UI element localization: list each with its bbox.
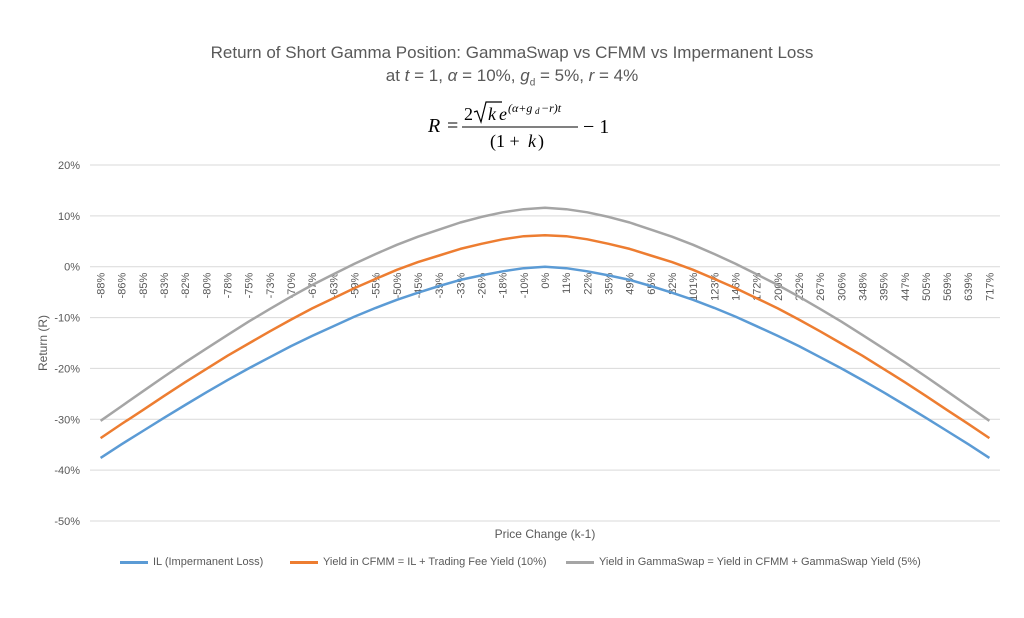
x-tick-label: -78% xyxy=(223,273,235,299)
x-tick-label: 146% xyxy=(730,273,742,301)
x-tick-label: -26% xyxy=(477,273,489,299)
y-tick-label: -40% xyxy=(54,465,80,477)
x-tick-label: -85% xyxy=(138,273,150,299)
x-tick-label: 11% xyxy=(561,272,573,293)
y-tick-label: -30% xyxy=(54,414,80,426)
x-tick-label: -10% xyxy=(519,273,531,299)
legend-item-gammaswap: Yield in GammaSwap = Yield in CFMM + Gam… xyxy=(566,556,921,568)
x-tick-label: -33% xyxy=(455,273,467,299)
chart-subtitle: at t = 1, α = 10%, gd = 5%, r = 4% xyxy=(385,66,639,89)
x-tick-label: -59% xyxy=(350,273,362,299)
x-tick-label: 639% xyxy=(963,273,975,301)
svg-text:− 1: − 1 xyxy=(583,116,609,138)
x-tick-label: -75% xyxy=(244,273,256,299)
svg-text:=: = xyxy=(447,115,458,137)
y-tick-label: -50% xyxy=(54,516,80,528)
svg-text:(1 +: (1 + xyxy=(490,131,520,152)
x-tick-label: -86% xyxy=(117,273,129,299)
x-tick-label: 447% xyxy=(900,273,912,301)
legend-item-cfmm: Yield in CFMM = IL + Trading Fee Yield (… xyxy=(290,556,547,568)
x-tick-label: 232% xyxy=(794,273,806,301)
svg-text:−r)t: −r)t xyxy=(541,101,562,115)
series-line-2 xyxy=(99,206,991,422)
x-tick-label: 65% xyxy=(646,273,658,295)
svg-text:k: k xyxy=(528,131,537,151)
x-tick-label: 101% xyxy=(688,273,700,301)
x-tick-label: -83% xyxy=(159,273,171,299)
series-line-0 xyxy=(99,265,991,459)
x-tick-label: 35% xyxy=(603,273,615,295)
x-tick-label: 82% xyxy=(667,273,679,295)
chart-legend: IL (Impermanent Loss) Yield in CFMM = IL… xyxy=(0,556,1024,576)
x-tick-label: 22% xyxy=(582,273,594,295)
x-tick-label: -63% xyxy=(328,273,340,299)
y-tick-label: -10% xyxy=(54,313,80,325)
x-tick-label: 505% xyxy=(921,273,933,301)
y-tick-label: -20% xyxy=(54,363,80,375)
x-tick-label: 717% xyxy=(984,273,996,301)
svg-text:e: e xyxy=(499,104,507,124)
return-formula: R = 2 k e (α+g d −r)t (1 + k ) − 1 xyxy=(427,101,609,152)
svg-text:(α+g: (α+g xyxy=(508,101,532,115)
x-tick-label: -18% xyxy=(498,273,510,299)
svg-text:k: k xyxy=(488,104,497,124)
x-tick-label: -70% xyxy=(286,273,298,299)
y-tick-label: 10% xyxy=(58,211,80,223)
x-tick-label: 306% xyxy=(836,273,848,301)
x-tick-label: 0% xyxy=(540,273,552,289)
legend-swatch-cfmm xyxy=(290,560,318,564)
legend-label-cfmm: Yield in CFMM = IL + Trading Fee Yield (… xyxy=(323,556,547,568)
x-tick-label: -88% xyxy=(96,273,108,299)
x-tick-label: -80% xyxy=(201,273,213,299)
legend-swatch-il xyxy=(120,560,148,564)
series-line-1 xyxy=(99,233,991,440)
svg-text:d: d xyxy=(535,106,540,116)
y-tick-label: 20% xyxy=(58,160,80,172)
legend-label-il: IL (Impermanent Loss) xyxy=(153,556,264,568)
x-axis-title: Price Change (k-1) xyxy=(495,527,596,541)
svg-text:2: 2 xyxy=(464,104,473,124)
legend-swatch-gammaswap xyxy=(566,560,594,564)
y-axis-title: Return (R) xyxy=(36,315,50,371)
x-tick-label: -50% xyxy=(392,273,404,299)
legend-item-il: IL (Impermanent Loss) xyxy=(120,556,263,568)
x-tick-label: 267% xyxy=(815,273,827,301)
x-tick-label: 49% xyxy=(625,273,637,295)
x-tick-label: 172% xyxy=(752,273,764,301)
legend-label-gammaswap: Yield in GammaSwap = Yield in CFMM + Gam… xyxy=(599,556,921,568)
x-tick-label: -73% xyxy=(265,273,277,299)
x-tick-label: 569% xyxy=(942,273,954,301)
svg-text:R: R xyxy=(427,115,440,137)
x-tick-label: 348% xyxy=(857,273,869,301)
svg-text:): ) xyxy=(538,131,544,152)
chart-title: Return of Short Gamma Position: GammaSwa… xyxy=(210,43,814,62)
y-tick-label: 0% xyxy=(64,262,80,274)
x-tick-label: 395% xyxy=(879,273,891,301)
x-tick-label: -82% xyxy=(180,273,192,299)
